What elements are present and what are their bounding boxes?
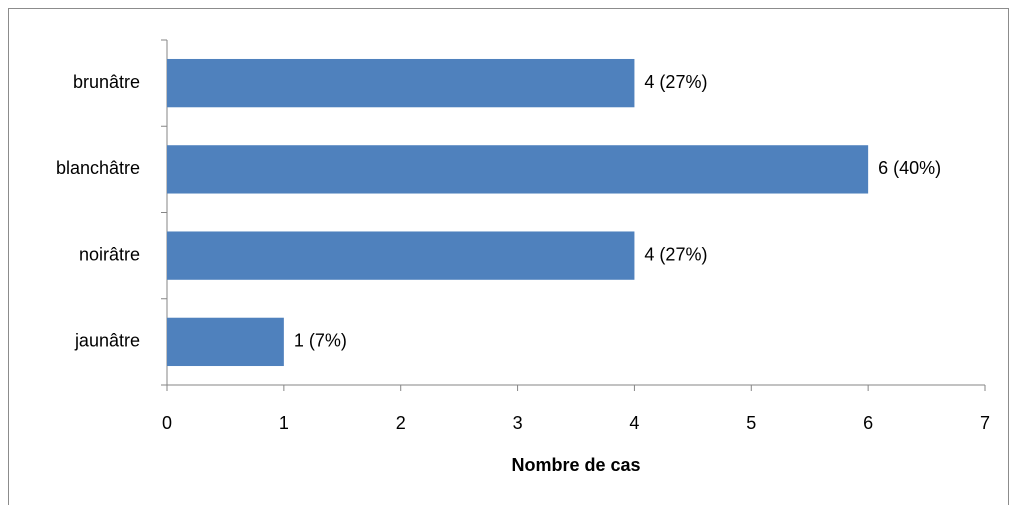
x-tick-label: 4 [629, 413, 639, 433]
y-tick-label: jaunâtre [74, 331, 140, 351]
x-tick-label: 6 [863, 413, 873, 433]
value-label: 6 (40%) [878, 158, 941, 178]
y-tick-label: blanchâtre [56, 158, 140, 178]
x-tick-label: 2 [396, 413, 406, 433]
value-label: 4 (27%) [644, 244, 707, 264]
y-tick-label: brunâtre [73, 72, 140, 92]
x-tick-label: 1 [279, 413, 289, 433]
bar [167, 145, 869, 194]
bar [167, 231, 635, 280]
y-tick-label: noirâtre [79, 244, 140, 264]
bar [167, 317, 284, 367]
bar [167, 58, 635, 108]
value-label: 4 (27%) [644, 72, 707, 92]
x-axis-title: Nombre de cas [511, 455, 640, 475]
chart-frame [8, 8, 1009, 505]
x-tick-label: 5 [746, 413, 756, 433]
value-label: 1 (7%) [294, 331, 347, 351]
x-tick-label: 7 [980, 413, 990, 433]
x-tick-label: 3 [513, 413, 523, 433]
x-tick-label: 0 [162, 413, 172, 433]
